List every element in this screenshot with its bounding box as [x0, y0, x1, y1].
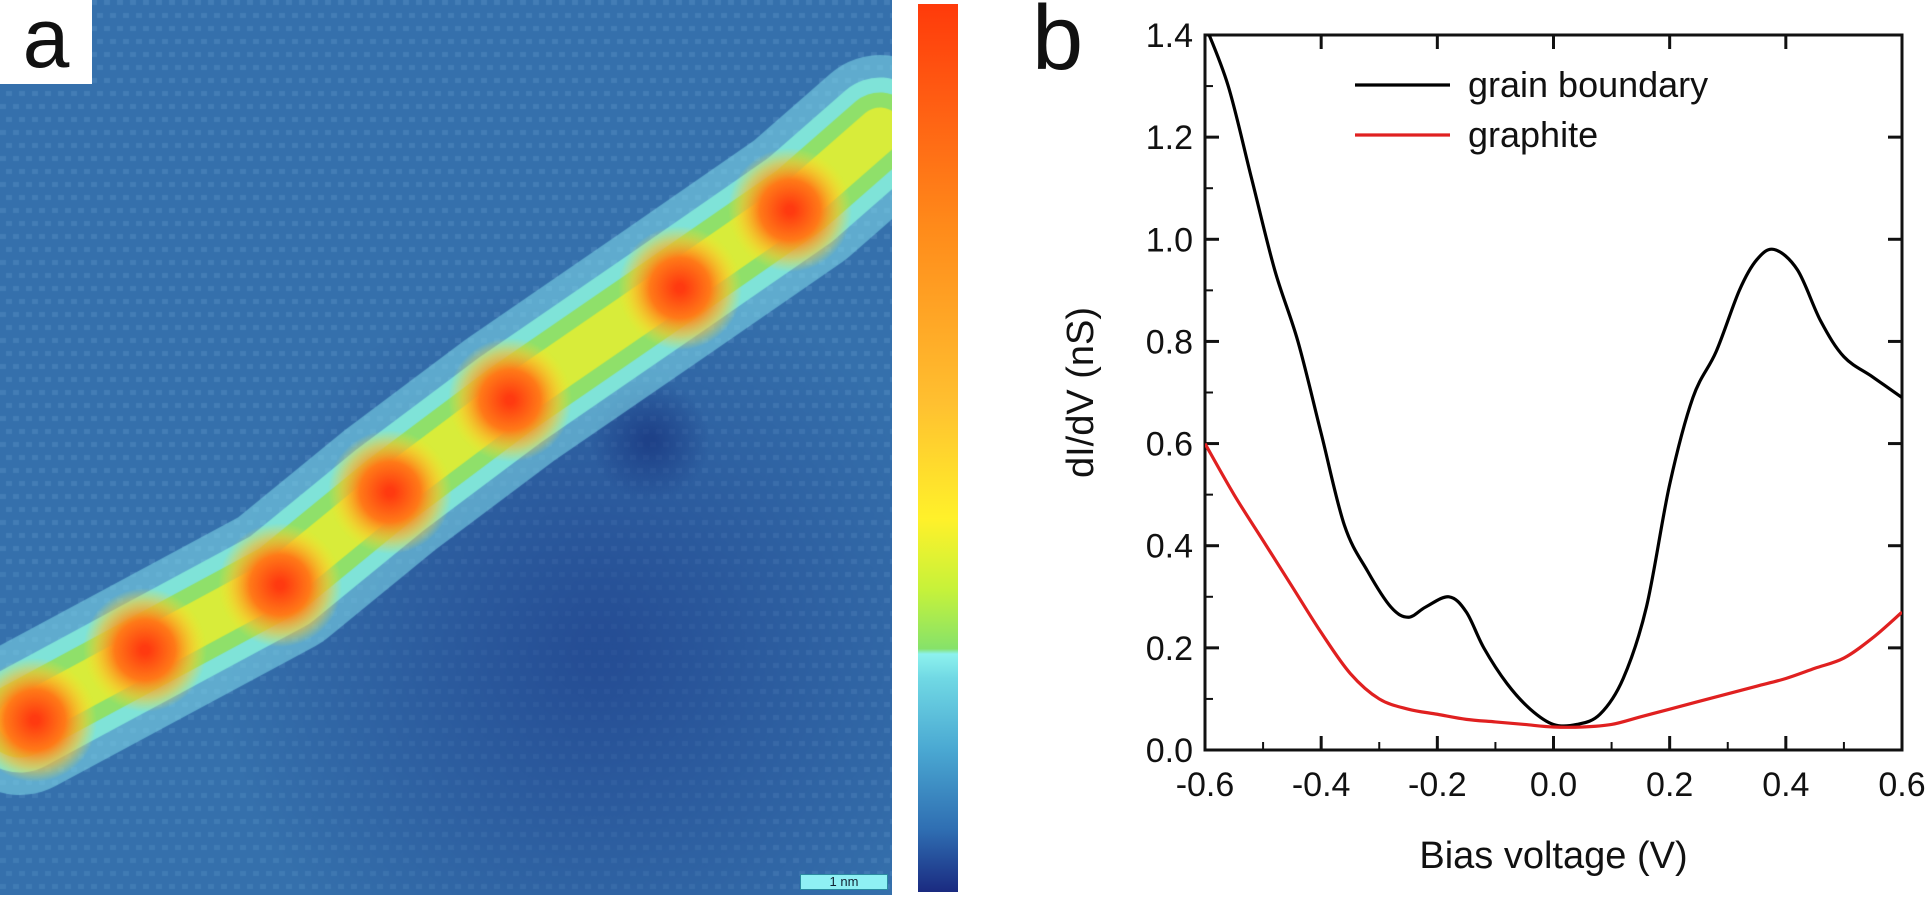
x-tick-label: 0.2	[1646, 766, 1693, 804]
x-axis-label: Bias voltage (V)	[1419, 835, 1687, 877]
x-tick-label: 0.0	[1530, 766, 1577, 804]
legend-label-graphite: graphite	[1468, 114, 1598, 155]
stm-topography-panel: a 1 nm	[0, 0, 892, 895]
x-tick-label: 0.4	[1762, 766, 1809, 804]
series-line-grain-boundary	[1207, 35, 1902, 728]
y-axis-label: dI/dV (nS)	[1060, 307, 1102, 478]
scale-bar: 1 nm	[800, 874, 888, 890]
y-tick-label: 1.0	[1146, 221, 1193, 259]
height-colorbar	[918, 4, 958, 892]
y-tick-label: 0.4	[1146, 528, 1193, 566]
x-tick-label: -0.2	[1408, 766, 1467, 804]
y-tick-label: 0.8	[1146, 323, 1193, 361]
panel-a-label: a	[0, 0, 92, 84]
stm-topography-image	[0, 0, 892, 895]
y-tick-label: 0.2	[1146, 630, 1193, 668]
dIdV-chart: -0.6 -0.4 -0.2 0.0 0.2 0.4 0.6 0.0 0.2 0.4 0.6 0.8 1…	[1060, 17, 1926, 877]
y-tick-label: 0.6	[1146, 426, 1193, 464]
x-tick-label: -0.4	[1292, 766, 1351, 804]
y-tick-label: 1.4	[1146, 17, 1193, 55]
x-tick-label: 0.6	[1878, 766, 1925, 804]
series-line-graphite	[1205, 442, 1902, 729]
legend-label-grain-boundary: grain boundary	[1468, 64, 1708, 105]
y-tick-label: 1.2	[1146, 119, 1193, 157]
x-tick-label: -0.6	[1176, 766, 1235, 804]
panel-b-label: b	[1032, 0, 1084, 89]
dIdV-spectra-panel: b -0.6 -0.4 -0.2 0.0 0.2 0.4 0.6 0.0 0.2 0.4 0.6 0.…	[1010, 0, 1930, 895]
y-tick-label: 0.0	[1146, 732, 1193, 770]
